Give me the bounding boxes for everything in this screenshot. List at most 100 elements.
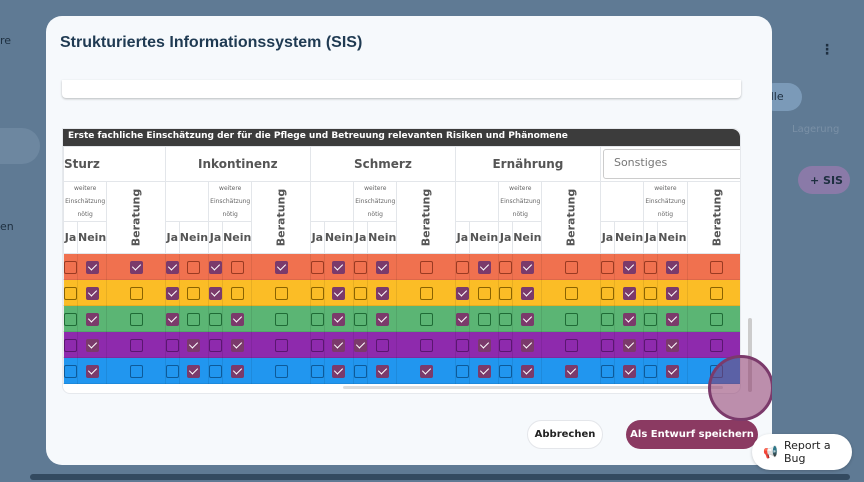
checkbox[interactable] [622,261,636,274]
checkbox[interactable] [354,313,368,326]
checkbox[interactable] [230,313,244,326]
checkbox[interactable] [622,339,636,352]
checkbox[interactable] [209,339,223,352]
checkbox[interactable] [665,365,679,378]
checkbox[interactable] [419,287,433,300]
checkbox[interactable] [129,287,143,300]
checkbox[interactable] [310,287,324,300]
checkbox[interactable] [499,313,513,326]
checkbox[interactable] [209,261,223,274]
checkbox[interactable] [600,339,614,352]
checkbox[interactable] [520,313,534,326]
checkbox[interactable] [419,313,433,326]
checkbox[interactable] [600,287,614,300]
save-draft-button[interactable]: Als Entwurf speichern [626,420,758,449]
sonstiges-input[interactable]: Sonstiges [602,149,740,179]
checkbox[interactable] [520,365,534,378]
checkbox[interactable] [499,339,513,352]
checkbox[interactable] [354,261,368,274]
checkbox[interactable] [709,261,723,274]
checkbox[interactable] [274,339,288,352]
checkbox[interactable] [564,339,578,352]
checkbox[interactable] [230,261,244,274]
report-bug-button[interactable]: 📢 Report a Bug [752,434,852,470]
checkbox[interactable] [622,365,636,378]
checkbox[interactable] [455,365,469,378]
checkbox[interactable] [665,339,679,352]
checkbox[interactable] [564,287,578,300]
checkbox[interactable] [477,287,491,300]
checkbox[interactable] [354,339,368,352]
checkbox[interactable] [665,261,679,274]
checkbox[interactable] [477,313,491,326]
checkbox[interactable] [310,339,324,352]
vertical-scrollbar[interactable] [748,318,752,392]
checkbox[interactable] [129,339,143,352]
page-scrollbar[interactable] [30,474,850,480]
checkbox[interactable] [85,261,99,274]
checkbox[interactable] [64,261,77,274]
checkbox[interactable] [455,339,469,352]
checkbox[interactable] [332,287,346,300]
checkbox[interactable] [165,313,179,326]
checkbox[interactable] [230,287,244,300]
checkbox[interactable] [332,339,346,352]
checkbox[interactable] [165,287,179,300]
checkbox[interactable] [274,313,288,326]
checkbox[interactable] [455,287,469,300]
checkbox[interactable] [129,313,143,326]
checkbox[interactable] [129,261,143,274]
checkbox[interactable] [520,287,534,300]
checkbox[interactable] [274,261,288,274]
checkbox[interactable] [622,287,636,300]
checkbox[interactable] [564,313,578,326]
checkbox[interactable] [419,339,433,352]
checkbox[interactable] [187,313,201,326]
checkbox[interactable] [709,287,723,300]
checkbox[interactable] [332,365,346,378]
checkbox[interactable] [419,365,433,378]
checkbox[interactable] [644,287,658,300]
checkbox[interactable] [665,287,679,300]
checkbox[interactable] [455,261,469,274]
checkbox[interactable] [209,287,223,300]
checkbox[interactable] [209,313,223,326]
checkbox[interactable] [520,261,534,274]
checkbox[interactable] [375,313,389,326]
checkbox[interactable] [477,365,491,378]
checkbox[interactable] [85,339,99,352]
checkbox[interactable] [375,261,389,274]
checkbox[interactable] [187,365,201,378]
checkbox[interactable] [499,261,513,274]
checkbox[interactable] [564,365,578,378]
checkbox[interactable] [129,365,143,378]
checkbox[interactable] [332,261,346,274]
checkbox[interactable] [375,287,389,300]
checkbox[interactable] [600,365,614,378]
checkbox[interactable] [64,365,77,378]
checkbox[interactable] [209,365,223,378]
checkbox[interactable] [644,313,658,326]
cancel-button[interactable]: Abbrechen [527,420,603,449]
checkbox[interactable] [85,313,99,326]
checkbox[interactable] [644,365,658,378]
checkbox[interactable] [187,339,201,352]
checkbox[interactable] [165,365,179,378]
checkbox[interactable] [332,313,346,326]
checkbox[interactable] [310,365,324,378]
checkbox[interactable] [310,313,324,326]
checkbox[interactable] [520,339,534,352]
checkbox[interactable] [477,339,491,352]
checkbox[interactable] [85,287,99,300]
checkbox[interactable] [85,365,99,378]
checkbox[interactable] [622,313,636,326]
checkbox[interactable] [709,339,723,352]
checkbox[interactable] [310,261,324,274]
checkbox[interactable] [665,313,679,326]
checkbox[interactable] [64,313,77,326]
checkbox[interactable] [455,313,469,326]
more-vertical-icon[interactable]: ⋮ [820,42,834,58]
checkbox[interactable] [419,261,433,274]
checkbox[interactable] [64,339,77,352]
checkbox[interactable] [600,261,614,274]
